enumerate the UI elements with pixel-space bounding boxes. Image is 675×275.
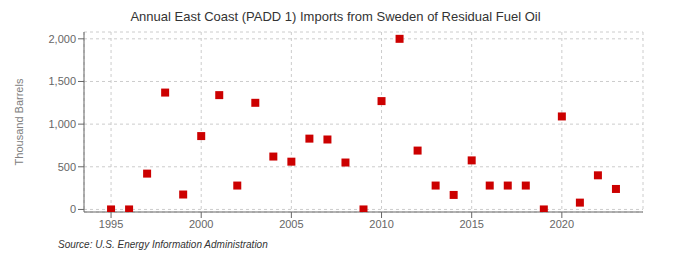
svg-text:1995: 1995 xyxy=(99,218,123,230)
svg-text:2000: 2000 xyxy=(189,218,213,230)
svg-text:2,000: 2,000 xyxy=(48,33,76,45)
svg-text:2005: 2005 xyxy=(279,218,303,230)
svg-text:2010: 2010 xyxy=(369,218,393,230)
svg-text:1,500: 1,500 xyxy=(48,75,76,87)
svg-text:Thousand Barrels: Thousand Barrels xyxy=(13,78,25,165)
svg-text:2015: 2015 xyxy=(459,218,483,230)
html-text:Annual East Coast (PADD 1) Imp: Annual East Coast (PADD 1) Imports from … xyxy=(130,9,541,24)
svg-text:0: 0 xyxy=(70,203,76,215)
svg-text:500: 500 xyxy=(58,161,76,173)
svg-text:1,000: 1,000 xyxy=(48,118,76,130)
svg-text:2020: 2020 xyxy=(550,218,574,230)
html-text:Source: U.S. Energy Informatio: Source: U.S. Energy Information Administ… xyxy=(58,239,268,250)
